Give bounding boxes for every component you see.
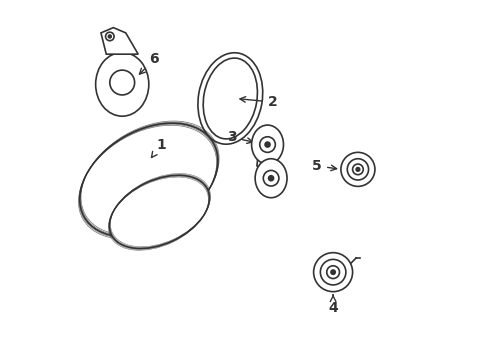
Text: 6: 6 bbox=[139, 53, 159, 74]
Circle shape bbox=[108, 35, 111, 38]
Circle shape bbox=[268, 176, 273, 181]
Text: 3: 3 bbox=[227, 130, 252, 144]
Ellipse shape bbox=[255, 159, 286, 198]
Circle shape bbox=[264, 142, 269, 147]
Text: 1: 1 bbox=[151, 138, 166, 158]
Circle shape bbox=[330, 270, 335, 274]
Ellipse shape bbox=[96, 53, 148, 116]
Circle shape bbox=[355, 168, 359, 171]
Polygon shape bbox=[101, 28, 138, 54]
Circle shape bbox=[340, 152, 374, 186]
Text: 4: 4 bbox=[327, 295, 337, 315]
Ellipse shape bbox=[109, 175, 209, 248]
Ellipse shape bbox=[251, 125, 283, 164]
Text: 5: 5 bbox=[312, 159, 336, 173]
Polygon shape bbox=[256, 150, 278, 171]
Circle shape bbox=[313, 253, 352, 292]
Text: 2: 2 bbox=[240, 95, 277, 109]
